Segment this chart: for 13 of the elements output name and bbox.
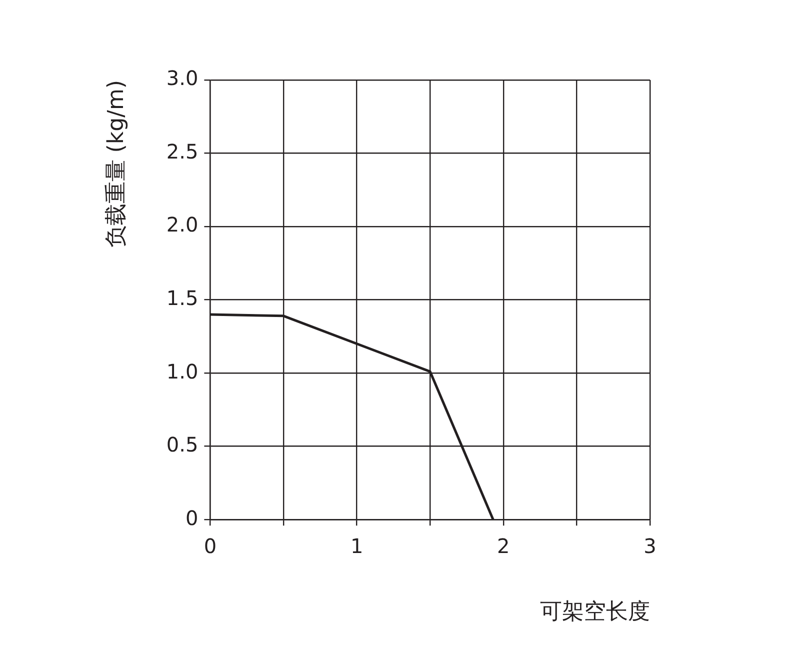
y-axis-title: 负载重量 (kg/m) <box>104 80 129 248</box>
y-tick-label: 3.0 <box>166 66 198 90</box>
x-tick-label: 1 <box>350 534 364 558</box>
x-tick-label: 0 <box>204 534 217 558</box>
y-tick-label: 1.0 <box>166 359 198 384</box>
y-tick-label: 0.5 <box>166 432 198 457</box>
x-tick-label: 2 <box>497 534 510 558</box>
y-tick-label: 2.5 <box>166 139 198 164</box>
y-tick-label: 2.0 <box>166 212 198 237</box>
y-tick-label: 1.5 <box>166 286 198 310</box>
y-tick-label: 0 <box>185 506 198 530</box>
x-tick-label: 3 <box>644 534 656 558</box>
x-axis-title: 可架空长度 <box>540 600 650 625</box>
